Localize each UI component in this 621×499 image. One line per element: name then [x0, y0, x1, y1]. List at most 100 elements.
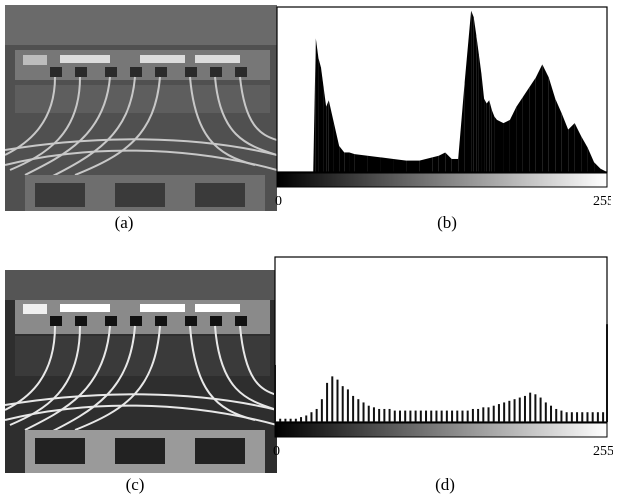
histogram-bar — [398, 410, 401, 422]
histogram-bar — [425, 410, 428, 422]
histogram-bar — [574, 123, 582, 172]
histogram-bar — [336, 379, 339, 422]
histogram-bar — [544, 402, 547, 422]
histogram-bar — [523, 395, 526, 422]
histogram-bar — [478, 54, 482, 172]
histogram-bar — [393, 158, 407, 172]
histogram-bar — [315, 408, 318, 422]
histogram-bar — [587, 147, 595, 172]
caption-a: (a) — [114, 213, 134, 232]
histogram-bar — [310, 412, 313, 422]
histogram-bar — [414, 410, 417, 422]
histogram-bar — [380, 157, 394, 172]
histogram-bar — [409, 410, 412, 422]
histogram-bar — [576, 412, 579, 422]
histogram-bar — [451, 410, 454, 422]
histogram-bar — [367, 405, 370, 422]
histogram-bar — [586, 412, 589, 422]
histogram-bar — [294, 418, 297, 422]
histogram-bar — [476, 35, 479, 172]
histogram-bar — [497, 404, 500, 422]
server-rack-photo-icon — [5, 5, 277, 211]
histogram-bar — [352, 395, 355, 422]
histogram-bar — [581, 136, 588, 172]
histogram-bar — [555, 98, 562, 172]
histogram-bar — [274, 364, 276, 422]
histogram-bar — [438, 152, 446, 172]
histogram-bar — [529, 77, 536, 172]
histogram-bar — [349, 152, 355, 172]
histogram-bar — [318, 57, 321, 172]
histogram-bar — [568, 123, 575, 172]
histogram-bar — [323, 87, 327, 172]
histogram-bar — [570, 412, 573, 422]
histogram-bar — [509, 106, 517, 172]
histogram-equalized: 0 255 — [273, 256, 613, 459]
server-rack-photo-icon — [5, 270, 277, 473]
histogram-bar — [518, 397, 521, 422]
histogram-bar — [458, 82, 465, 172]
histogram-bar — [594, 162, 601, 172]
histogram-bar — [404, 410, 407, 422]
histogram-bar — [357, 399, 360, 422]
histogram-bar — [555, 408, 558, 422]
histogram-bar — [419, 157, 433, 172]
histogram-bar — [326, 100, 329, 172]
histogram-bar — [388, 408, 391, 422]
histogram-bar — [489, 100, 492, 172]
histogram-bar — [516, 97, 523, 172]
histogram-bar — [503, 119, 510, 172]
histogram-bar — [289, 418, 292, 422]
histogram-bar — [393, 410, 396, 422]
histogram-bar — [464, 10, 472, 172]
tick-max-b: 255 — [593, 194, 611, 209]
histogram-bar — [372, 407, 375, 422]
histogram-bar — [522, 87, 530, 172]
histogram-bar — [471, 408, 474, 422]
histogram-bar — [346, 389, 349, 422]
histogram-bar — [529, 392, 532, 422]
histogram-bar — [471, 10, 474, 172]
histogram-bar — [333, 123, 340, 172]
histogram-bar — [440, 410, 443, 422]
histogram-bar — [542, 64, 549, 172]
caption-d: (d) — [435, 475, 455, 494]
tick-min-d: 0 — [273, 444, 280, 459]
histogram-bar — [315, 38, 319, 173]
histogram-bar — [477, 408, 480, 422]
histogram-bar — [466, 410, 469, 422]
histogram-bar — [341, 386, 344, 422]
histogram-bar — [560, 410, 563, 422]
histogram-bar — [362, 402, 365, 422]
histogram-bar — [550, 405, 553, 422]
histogram-bar — [321, 67, 324, 172]
histogram-bar — [354, 154, 368, 172]
histogram-bar — [561, 113, 569, 172]
histogram-bar — [491, 110, 495, 172]
histogram-bar — [503, 402, 506, 422]
caption-c: (c) — [125, 475, 145, 494]
histogram-bar — [430, 410, 433, 422]
histogram-bar — [432, 155, 439, 172]
histogram-bar — [602, 412, 605, 422]
histogram-bar — [406, 160, 420, 172]
histogram-bar — [456, 410, 459, 422]
histogram-bar — [565, 412, 568, 422]
histogram-bar — [339, 145, 345, 172]
photo-original — [5, 5, 277, 211]
histogram-bar — [367, 155, 381, 172]
histogram-bar — [284, 418, 287, 422]
histogram-bar — [451, 158, 459, 172]
histogram-bar — [328, 100, 334, 172]
tick-max-d: 255 — [593, 444, 613, 459]
histogram-bar — [445, 152, 452, 172]
histogram-bar — [435, 410, 438, 422]
histogram-bar — [313, 38, 316, 173]
histogram-original: 0 255 — [275, 6, 611, 209]
caption-b: (b) — [437, 213, 457, 232]
histogram-bar — [484, 98, 487, 172]
histogram-bar — [305, 415, 308, 422]
photo-equalized — [5, 270, 277, 473]
histogram-bar — [473, 17, 477, 173]
histogram-bar — [513, 399, 516, 422]
